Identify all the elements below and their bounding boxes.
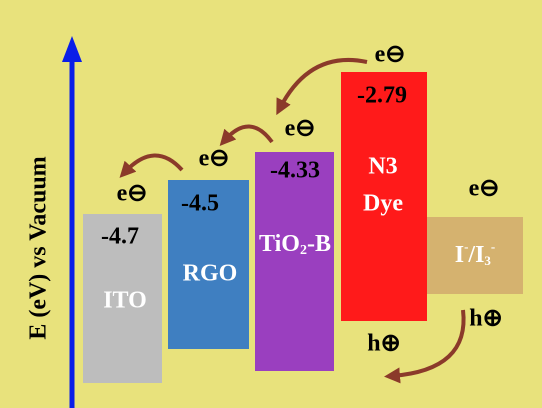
hole-label: h⊕ — [469, 306, 502, 332]
transfer-arrow — [219, 124, 274, 146]
name-part: - — [491, 239, 495, 254]
electron-label: e⊖ — [199, 146, 230, 172]
transfer-arrow — [384, 309, 466, 384]
transfer-arrow — [119, 153, 184, 178]
level-name: RGO — [183, 261, 238, 287]
name-part: 2 — [300, 243, 307, 258]
axis-label: E (eV) vs Vacuum — [26, 156, 52, 339]
level-name: TiO2-B — [259, 231, 331, 259]
level-value: -4.33 — [270, 158, 320, 184]
rgo-box — [168, 180, 249, 349]
level-value: -4.5 — [181, 191, 219, 217]
tio2-box — [255, 152, 334, 371]
electron-label: e⊖ — [469, 176, 500, 202]
level-name: I-/I3- — [455, 239, 496, 268]
level-value: -4.7 — [101, 224, 139, 250]
level-name: Dye — [363, 191, 403, 217]
ito-box — [83, 214, 162, 383]
level-value: -2.79 — [357, 83, 407, 109]
transfer-arrow — [276, 57, 368, 116]
name-part: /I — [467, 242, 484, 268]
name-part: -B — [307, 231, 331, 257]
name-part: - — [464, 239, 468, 254]
level-name: ITO — [103, 288, 147, 314]
name-part: 3 — [484, 253, 491, 268]
electron-label: e⊖ — [285, 116, 316, 142]
electron-label: e⊖ — [375, 42, 406, 68]
dye-box — [341, 72, 427, 321]
hole-label: h⊕ — [367, 331, 400, 357]
name-part: I — [455, 242, 464, 268]
level-name: N3 — [368, 154, 397, 180]
name-part: TiO — [259, 231, 300, 257]
electron-label: e⊖ — [117, 181, 148, 207]
axis-arrowhead — [62, 36, 82, 62]
redox-box — [427, 217, 523, 294]
